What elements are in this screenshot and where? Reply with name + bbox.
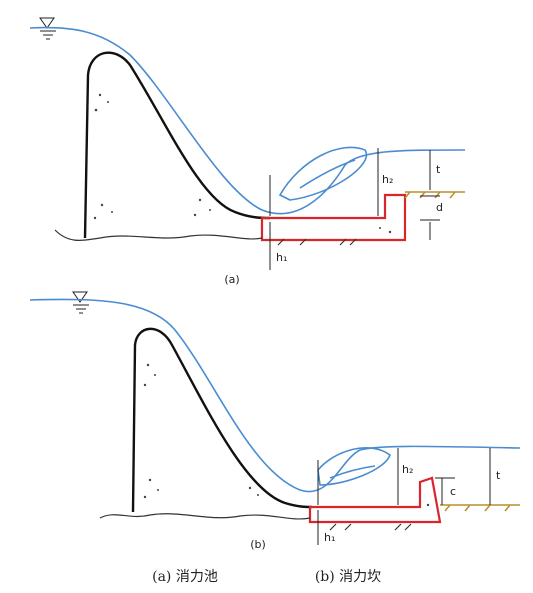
stilling-sill [308, 476, 442, 524]
label-h2: h₂ [382, 173, 393, 186]
water-surface [29, 298, 521, 493]
hydraulic-jump [317, 447, 391, 486]
label-t: t [496, 469, 501, 482]
concrete-texture [143, 363, 430, 507]
foundation [99, 513, 412, 531]
water-surface [29, 26, 466, 215]
diagram-a: h₁ h₂ t d (a) [29, 17, 466, 286]
label-h1: h₁ [276, 251, 287, 264]
water-level-symbol [39, 17, 56, 40]
label-d: d [436, 201, 443, 214]
label-t: t [436, 163, 441, 176]
dam-profile [83, 51, 271, 239]
caption: (b) 消力坎 [315, 569, 381, 585]
foundation [54, 229, 357, 246]
stilling-basin [260, 193, 407, 242]
diagram-b: h₁ h₂ t c (b) [29, 291, 521, 551]
label-c: c [450, 485, 456, 498]
dimension-lines [269, 148, 440, 270]
label-h1: h₁ [324, 531, 335, 544]
diagram-label: (a) [224, 273, 239, 286]
riverbed [440, 504, 520, 512]
label-h2: h₂ [402, 463, 413, 476]
dimension-lines [317, 448, 491, 545]
riverbed [404, 191, 465, 199]
dam-profile [131, 327, 313, 513]
caption: (a) 消力池 [152, 569, 218, 585]
water-level-symbol [72, 291, 89, 314]
diagram-label: (b) [250, 538, 266, 551]
hydraulic-jump [278, 146, 368, 201]
concrete-texture [93, 93, 392, 234]
